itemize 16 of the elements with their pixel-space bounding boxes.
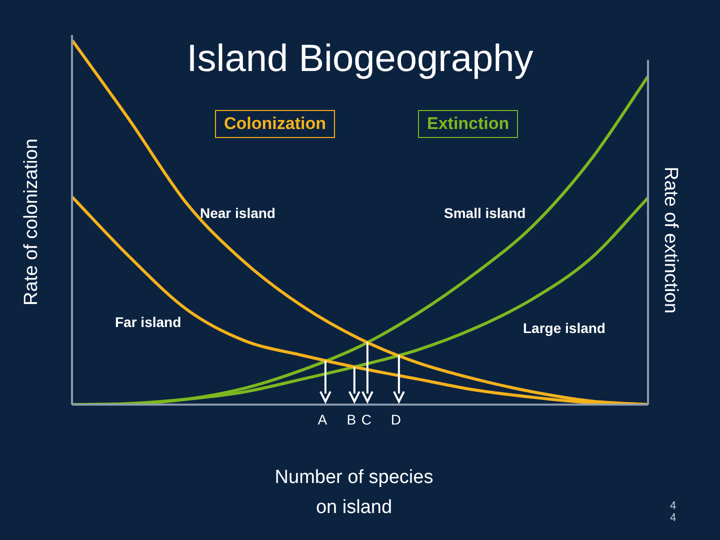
y2-axis-title: Rate of extinction	[659, 166, 681, 314]
series-label: Large island	[523, 320, 606, 336]
y-axis-title: Rate of colonization	[21, 138, 43, 306]
annotation: Colonization	[215, 110, 335, 138]
text: C	[361, 411, 372, 428]
series-label: Near island	[200, 205, 276, 221]
text: B	[346, 411, 356, 428]
text: 4	[670, 512, 676, 524]
annotation: Extinction	[418, 110, 518, 138]
text: 4	[670, 500, 676, 512]
chart-title: Island Biogeography	[186, 38, 534, 81]
series-label: Small island	[444, 205, 526, 221]
text: D	[390, 411, 401, 428]
series-label: Far island	[115, 314, 182, 330]
text: A	[318, 411, 328, 428]
x-axis-title: Number of species on island	[274, 466, 434, 520]
